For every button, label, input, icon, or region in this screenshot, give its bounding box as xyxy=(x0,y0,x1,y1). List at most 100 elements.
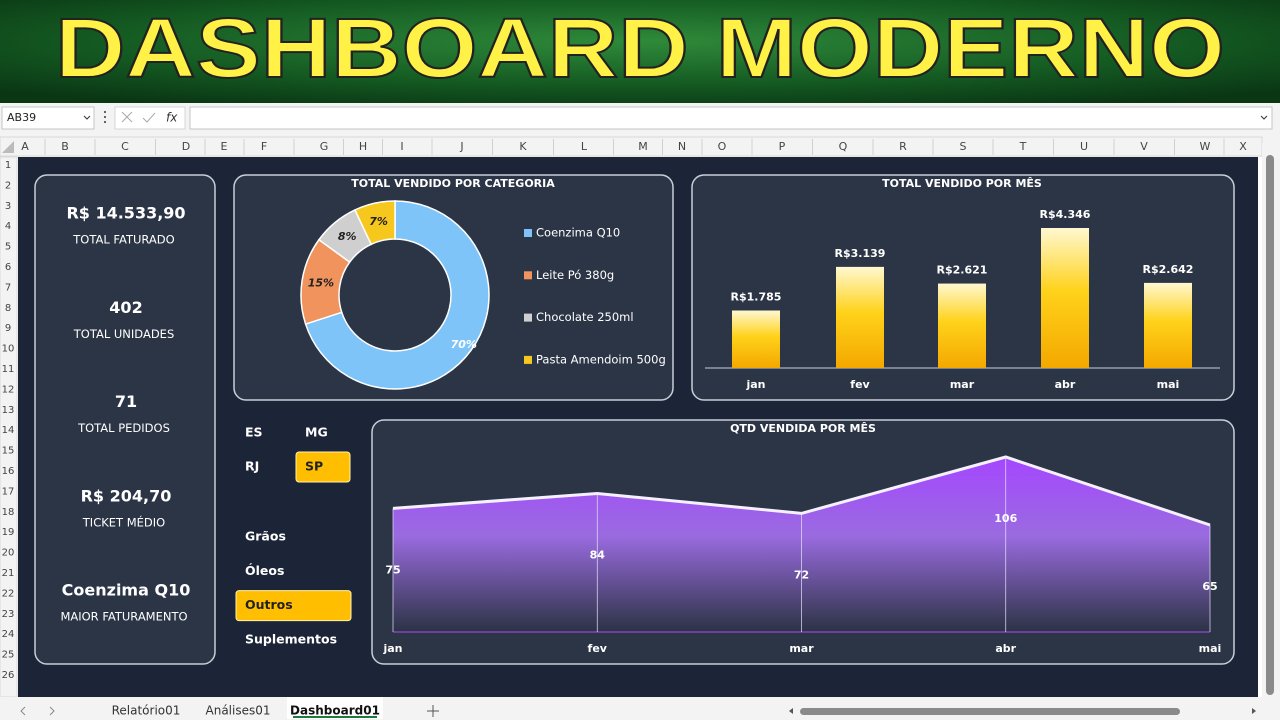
slicer-item[interactable]: MG xyxy=(305,425,328,440)
column-header: Q xyxy=(839,140,848,153)
column-header: U xyxy=(1080,140,1088,153)
scroll-thumb[interactable] xyxy=(1266,155,1274,695)
row-header: 9 xyxy=(5,323,11,334)
kpi-value: Coenzima Q10 xyxy=(62,581,191,600)
bar-value-label: R$4.346 xyxy=(1040,208,1091,221)
donut-segment xyxy=(304,200,490,390)
fx-label: fx xyxy=(166,111,178,125)
bar-value-label: R$2.642 xyxy=(1143,263,1194,276)
kpi-label: TICKET MÉDIO xyxy=(82,514,165,529)
slicer-item[interactable]: Grãos xyxy=(245,529,286,544)
row-header: 6 xyxy=(5,262,11,273)
row-header: 1 xyxy=(5,160,11,171)
column-header: R xyxy=(899,140,907,153)
panel xyxy=(34,174,216,665)
enter-icon[interactable] xyxy=(142,112,156,123)
tab-nav-next[interactable] xyxy=(49,706,55,716)
hscroll-left[interactable] xyxy=(789,708,793,714)
x-tick-label: mar xyxy=(789,642,814,655)
slicer-selected[interactable] xyxy=(295,451,351,483)
legend-label: Coenzima Q10 xyxy=(536,226,620,240)
banner-title: DASHBOARD MODERNO xyxy=(55,1,1225,95)
hscroll-right[interactable] xyxy=(1252,708,1256,714)
tab-nav-prev[interactable] xyxy=(20,706,26,716)
x-tick-label: mai xyxy=(1157,378,1180,391)
row-header: 12 xyxy=(2,384,15,395)
row-header: 15 xyxy=(2,446,15,457)
sheet-tab[interactable]: Dashboard01 xyxy=(290,704,380,718)
x-tick-label: mai xyxy=(1199,642,1222,655)
column-header: T xyxy=(1019,140,1027,153)
row-header: 10 xyxy=(2,344,15,355)
row-header: 11 xyxy=(2,364,15,375)
row-header: 19 xyxy=(2,527,15,538)
legend-swatch xyxy=(524,313,532,322)
x-tick-label: fev xyxy=(588,642,608,655)
bar xyxy=(732,310,780,368)
row-header: 22 xyxy=(2,588,15,599)
x-tick-label: fev xyxy=(850,378,870,391)
column-header: S xyxy=(960,140,967,153)
legend-swatch xyxy=(524,271,532,280)
column-header: I xyxy=(400,140,403,153)
add-sheet[interactable] xyxy=(427,705,439,717)
donut-label: 70% xyxy=(451,338,477,351)
chart-title: TOTAL VENDIDO POR MÊS xyxy=(882,177,1042,190)
slicer-item[interactable]: Suplementos xyxy=(245,631,337,646)
menu-dot xyxy=(103,115,107,119)
name-box[interactable] xyxy=(1,106,95,130)
sheet-tab[interactable]: Relatório01 xyxy=(112,704,181,718)
kpi-label: MAIOR FATURAMENTO xyxy=(60,610,187,624)
column-header: W xyxy=(1200,140,1211,153)
x-tick-label: abr xyxy=(995,642,1016,655)
formula-input[interactable] xyxy=(189,106,1273,130)
bar-value-label: R$2.621 xyxy=(937,264,988,277)
point-label: 84 xyxy=(590,548,606,561)
legend-label: Chocolate 250ml xyxy=(536,310,634,324)
slicer-item[interactable]: RJ xyxy=(245,459,259,474)
sheet-tab[interactable]: Análises01 xyxy=(206,704,271,718)
donut-label: 8% xyxy=(338,230,357,243)
area-line xyxy=(392,455,1211,527)
chart-title: TOTAL VENDIDO POR CATEGORIA xyxy=(351,177,555,190)
column-header: D xyxy=(182,140,190,153)
column-header: E xyxy=(221,140,228,153)
formula-expand xyxy=(1260,115,1268,120)
row-header: 20 xyxy=(2,548,15,559)
chart-title: QTD VENDIDA POR MÊS xyxy=(730,422,876,435)
sheet-tab-active[interactable] xyxy=(287,697,383,719)
point-label: 65 xyxy=(1202,580,1217,593)
kpi-label: TOTAL UNIDADES xyxy=(73,327,175,341)
row-header: 8 xyxy=(5,303,11,314)
row-header: 5 xyxy=(5,242,11,253)
point-label: 75 xyxy=(385,563,400,576)
row-header: 16 xyxy=(2,466,15,477)
cancel-icon[interactable] xyxy=(121,111,133,123)
row-header: 23 xyxy=(2,609,15,620)
kpi-value: R$ 14.533,90 xyxy=(66,204,185,223)
row-header: 24 xyxy=(2,629,15,640)
column-header: P xyxy=(779,140,786,153)
slicer-selected[interactable] xyxy=(235,590,352,622)
bar xyxy=(836,266,884,368)
kpi-value: 71 xyxy=(115,392,137,411)
legend-swatch xyxy=(524,229,532,237)
row-header: 3 xyxy=(5,201,11,212)
column-header: N xyxy=(678,140,686,153)
kpi-value: 402 xyxy=(109,298,142,317)
name-box-text: AB39 xyxy=(7,111,36,124)
x-tick-label: jan xyxy=(745,378,765,391)
donut-segment xyxy=(353,200,396,246)
kpi-value: R$ 204,70 xyxy=(81,486,172,505)
column-header: O xyxy=(718,140,727,153)
slicer-item[interactable]: SP xyxy=(305,459,323,474)
slicer-item[interactable]: Óleos xyxy=(245,563,284,578)
column-header: M xyxy=(638,140,648,153)
horizontal-scroll-thumb[interactable] xyxy=(800,708,1180,715)
legend-swatch xyxy=(524,355,532,364)
select-all-corner xyxy=(2,141,14,153)
slicer-item[interactable]: Outros xyxy=(245,597,293,612)
slicer-item[interactable]: ES xyxy=(245,425,263,440)
kpi-label: TOTAL PEDIDOS xyxy=(77,421,170,435)
column-header: G xyxy=(320,140,329,153)
